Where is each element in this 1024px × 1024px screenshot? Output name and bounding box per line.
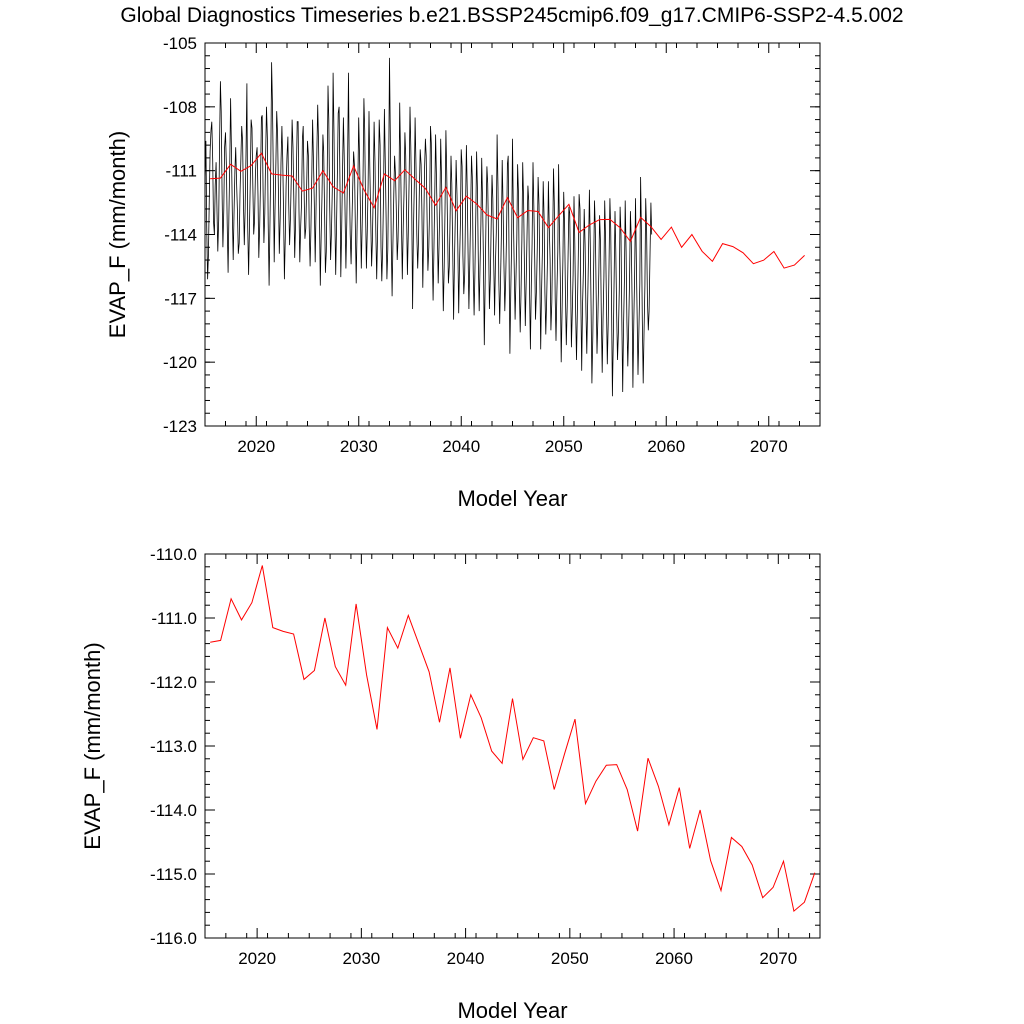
monthly-y-tick-label: -117 (164, 289, 197, 308)
annual-x-tick-labels: 2020 2030 2040 2050 2060 2070 (238, 949, 797, 968)
annual-plot-frame (204, 553, 821, 939)
monthly-y-tick-label: -120 (163, 353, 197, 372)
annual-tick-marks (204, 553, 820, 939)
monthly-y-tick-labels: -105 -108 -111 -114 -117 -120 -123 (163, 34, 197, 436)
monthly-x-tick-labels: 2020 2030 2040 2050 2060 2070 (237, 437, 787, 456)
annual-series-line-annual-mean (210, 565, 816, 913)
annual-x-tick-label: 2050 (551, 949, 589, 968)
annual-x-axis-label: Model Year (457, 998, 567, 1023)
annual-y-tick-label: -116.0 (150, 929, 197, 948)
monthly-y-tick-label: -123 (163, 417, 197, 436)
annual-y-tick-label: -114.0 (150, 801, 197, 820)
figure-title: Global Diagnostics Timeseries b.e21.BSSP… (120, 4, 903, 27)
annual-y-tick-labels: -110.0 -111.0 -112.0 -113.0 -114.0 -115.0 -116… (150, 545, 197, 948)
monthly-x-axis-label: Model Year (457, 486, 567, 511)
monthly-y-tick-label: -105 (163, 34, 197, 53)
monthly-y-axis-label: EVAP_F (mm/month) (105, 131, 130, 338)
monthly-x-tick-label: 2060 (647, 437, 685, 456)
annual-y-axis-label: EVAP_F (mm/month) (80, 642, 105, 849)
annual-y-tick-label: -110.0 (150, 545, 197, 564)
monthly-x-tick-label: 2050 (545, 437, 583, 456)
timeseries-panel-annual: 2020 2030 2040 2050 2060 2070 -110.0-111.0-11… (80, 545, 821, 1023)
monthly-x-tick-label: 2020 (237, 437, 275, 456)
annual-x-tick-label: 2020 (238, 949, 276, 968)
monthly-x-tick-label: 2040 (442, 437, 480, 456)
annual-y-tick-label: -111.0 (151, 609, 197, 628)
annual-x-tick-label: 2040 (447, 949, 485, 968)
timeseries-panel-monthly: 2020 2030 2040 2050 2060 2070 -105 -108 -111 -11… (105, 34, 821, 511)
monthly-tick-marks (204, 42, 821, 427)
monthly-series-line-annual-mean (210, 152, 805, 269)
annual-y-tick-label: -112.0 (150, 673, 197, 692)
monthly-y-tick-label: -108 (163, 98, 197, 117)
annual-y-tick-label: -113.0 (150, 737, 197, 756)
monthly-series-layer (204, 57, 805, 397)
annual-series-layer (210, 565, 816, 913)
annual-y-tick-label: -115.0 (150, 865, 197, 884)
monthly-x-tick-label: 2030 (340, 437, 378, 456)
annual-x-tick-label: 2070 (759, 949, 797, 968)
annual-x-tick-label: 2060 (655, 949, 693, 968)
monthly-plot-frame (204, 42, 821, 427)
annual-x-tick-label: 2030 (342, 949, 380, 968)
monthly-x-tick-label: 2070 (750, 437, 788, 456)
monthly-series-line-monthly (204, 57, 653, 397)
monthly-y-tick-label: -111 (165, 162, 197, 181)
monthly-y-tick-label: -114 (164, 226, 197, 245)
